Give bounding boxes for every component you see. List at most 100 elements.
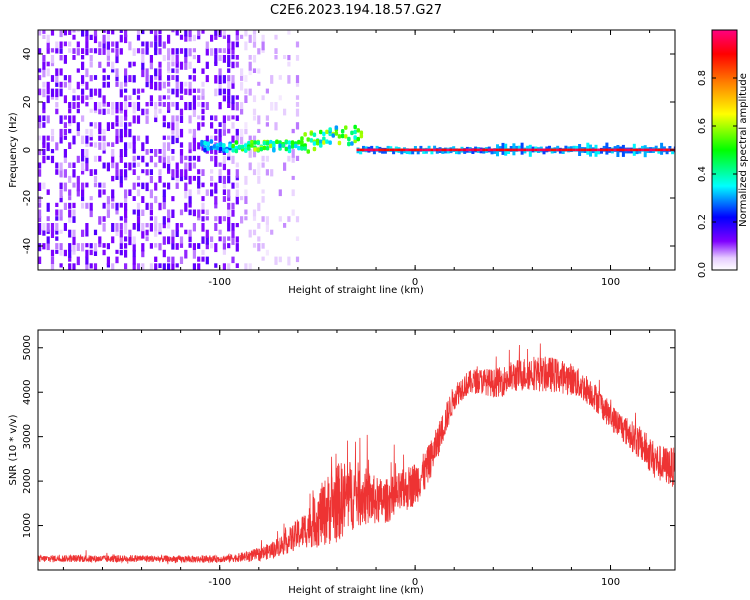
spectrogram-cell: [111, 175, 115, 182]
spectrogram-cell: [136, 263, 141, 270]
spectrogram-cell: [184, 182, 188, 191]
spectrogram-cell: [149, 61, 153, 70]
spectrogram-cell: [81, 81, 85, 87]
spectrogram-cell: [240, 68, 244, 76]
spectrogram-cell: [252, 169, 257, 176]
spectrogram-cell: [235, 128, 239, 136]
spectrogram-cell: [55, 249, 59, 254]
spectrogram-cell: [247, 146, 251, 151]
spectrogram-cell: [46, 155, 50, 160]
spectrogram-cell: [106, 102, 110, 107]
spectrogram-cell: [111, 155, 115, 163]
spectrogram-cell: [124, 81, 128, 87]
spectrogram-cell: [192, 102, 196, 110]
spectrogram-cell: [184, 34, 188, 42]
spectrogram-cell: [55, 202, 59, 207]
spectrogram-cell: [158, 34, 162, 42]
spectrogram-cell: [167, 81, 171, 87]
spectrogram-cell: [115, 122, 119, 127]
spectrogram-cell: [89, 196, 93, 201]
spectrogram-cell: [192, 95, 196, 102]
spectrogram-cell: [72, 88, 76, 94]
spectrogram-cell: [81, 30, 85, 37]
spectrogram-cell: [227, 41, 231, 49]
spectrogram-cell: [403, 148, 406, 152]
spectrogram-cell: [430, 148, 434, 155]
spectrogram-cell: [102, 102, 106, 107]
spectrogram-cell: [192, 263, 196, 270]
spectrogram-cell: [63, 41, 67, 47]
spectrogram-cell: [124, 108, 128, 117]
spectrogram-cell: [192, 155, 196, 161]
spectrogram-cell: [63, 81, 67, 88]
spectrogram-cell: [132, 249, 136, 258]
spectrogram-cell: [42, 122, 46, 128]
spectrogram-cell: [119, 128, 123, 138]
spectrogram-cell: [93, 263, 98, 270]
spectrogram-cell: [50, 30, 55, 36]
spectrogram-cell: [145, 115, 149, 124]
spectrogram-cell: [85, 81, 89, 90]
spectrogram-cell: [42, 88, 46, 98]
spectrogram-cell: [55, 81, 59, 87]
spectrogram-cell: [610, 148, 614, 152]
spectrogram-cell: [136, 48, 141, 54]
spectrogram-cell: [234, 148, 239, 154]
spectrogram-cell: [197, 169, 201, 175]
spectrogram-cell: [184, 229, 188, 235]
spectrogram-cell: [154, 81, 158, 91]
spectrogram-cell: [244, 88, 248, 95]
spectrogram-cell: [184, 175, 188, 180]
spectrogram-cell: [115, 223, 119, 232]
spectrogram-cell: [222, 48, 226, 54]
spectrogram-cell: [214, 135, 218, 141]
spectrogram-cell: [162, 95, 166, 100]
spectrogram-cell: [291, 209, 295, 216]
spectrogram-cell: [93, 249, 98, 256]
spectrogram-cell: [50, 229, 55, 238]
spectrogram-cell: [375, 148, 379, 152]
spectrogram-cell: [261, 48, 265, 53]
spectrogram-cell: [81, 88, 85, 95]
spectrogram-cell: [179, 34, 184, 40]
spectrogram-cell: [594, 148, 598, 152]
spectrogram-cell: [205, 209, 209, 215]
spectrogram-cell: [115, 102, 119, 110]
spectrogram-cell: [72, 182, 76, 188]
spectrogram-cell: [197, 263, 201, 270]
spectrogram-cell: [167, 68, 171, 74]
spectrogram-cell: [665, 148, 669, 155]
spectrogram-cell: [184, 30, 188, 37]
spectrogram-cell: [167, 162, 171, 171]
spectrogram-cell: [132, 149, 136, 154]
spectrogram-cell: [124, 142, 128, 151]
spectrogram-cell: [210, 155, 214, 162]
spectrogram-cell: [231, 143, 235, 149]
spectrogram-cell: [227, 209, 231, 217]
spectrogram-cell: [154, 115, 158, 123]
spectrogram-ylabel: Frequency (Hz): [8, 112, 19, 188]
spectrogram-cell: [102, 81, 106, 88]
spectrogram-cell: [59, 162, 63, 171]
spectrogram-cell: [85, 95, 89, 100]
spectrogram-cell: [278, 216, 282, 222]
spectrogram-cell: [209, 139, 214, 144]
spectrogram-cell: [38, 216, 42, 222]
spectrogram-cell: [72, 55, 76, 60]
spectrogram-cell: [167, 216, 171, 223]
spectrogram-cell: [55, 216, 59, 221]
spectrogram-cell: [383, 148, 387, 152]
spectrogram-cell: [167, 135, 171, 140]
spectrogram-cell: [98, 243, 102, 248]
spectrogram-cell: [340, 133, 345, 139]
spectrogram-cell: [102, 182, 106, 188]
spectrogram-cell: [265, 155, 269, 162]
spectrogram-cell: [179, 48, 184, 54]
spectrogram-cell: [218, 55, 222, 61]
chart-title: C2E6.2023.194.18.57.G27: [270, 3, 442, 18]
spectrogram-cell: [145, 162, 149, 167]
spectrogram-cell: [244, 216, 248, 221]
x-tick-label: 100: [601, 277, 620, 288]
spectrogram-cell: [367, 148, 371, 152]
spectrogram-cell: [295, 102, 300, 107]
